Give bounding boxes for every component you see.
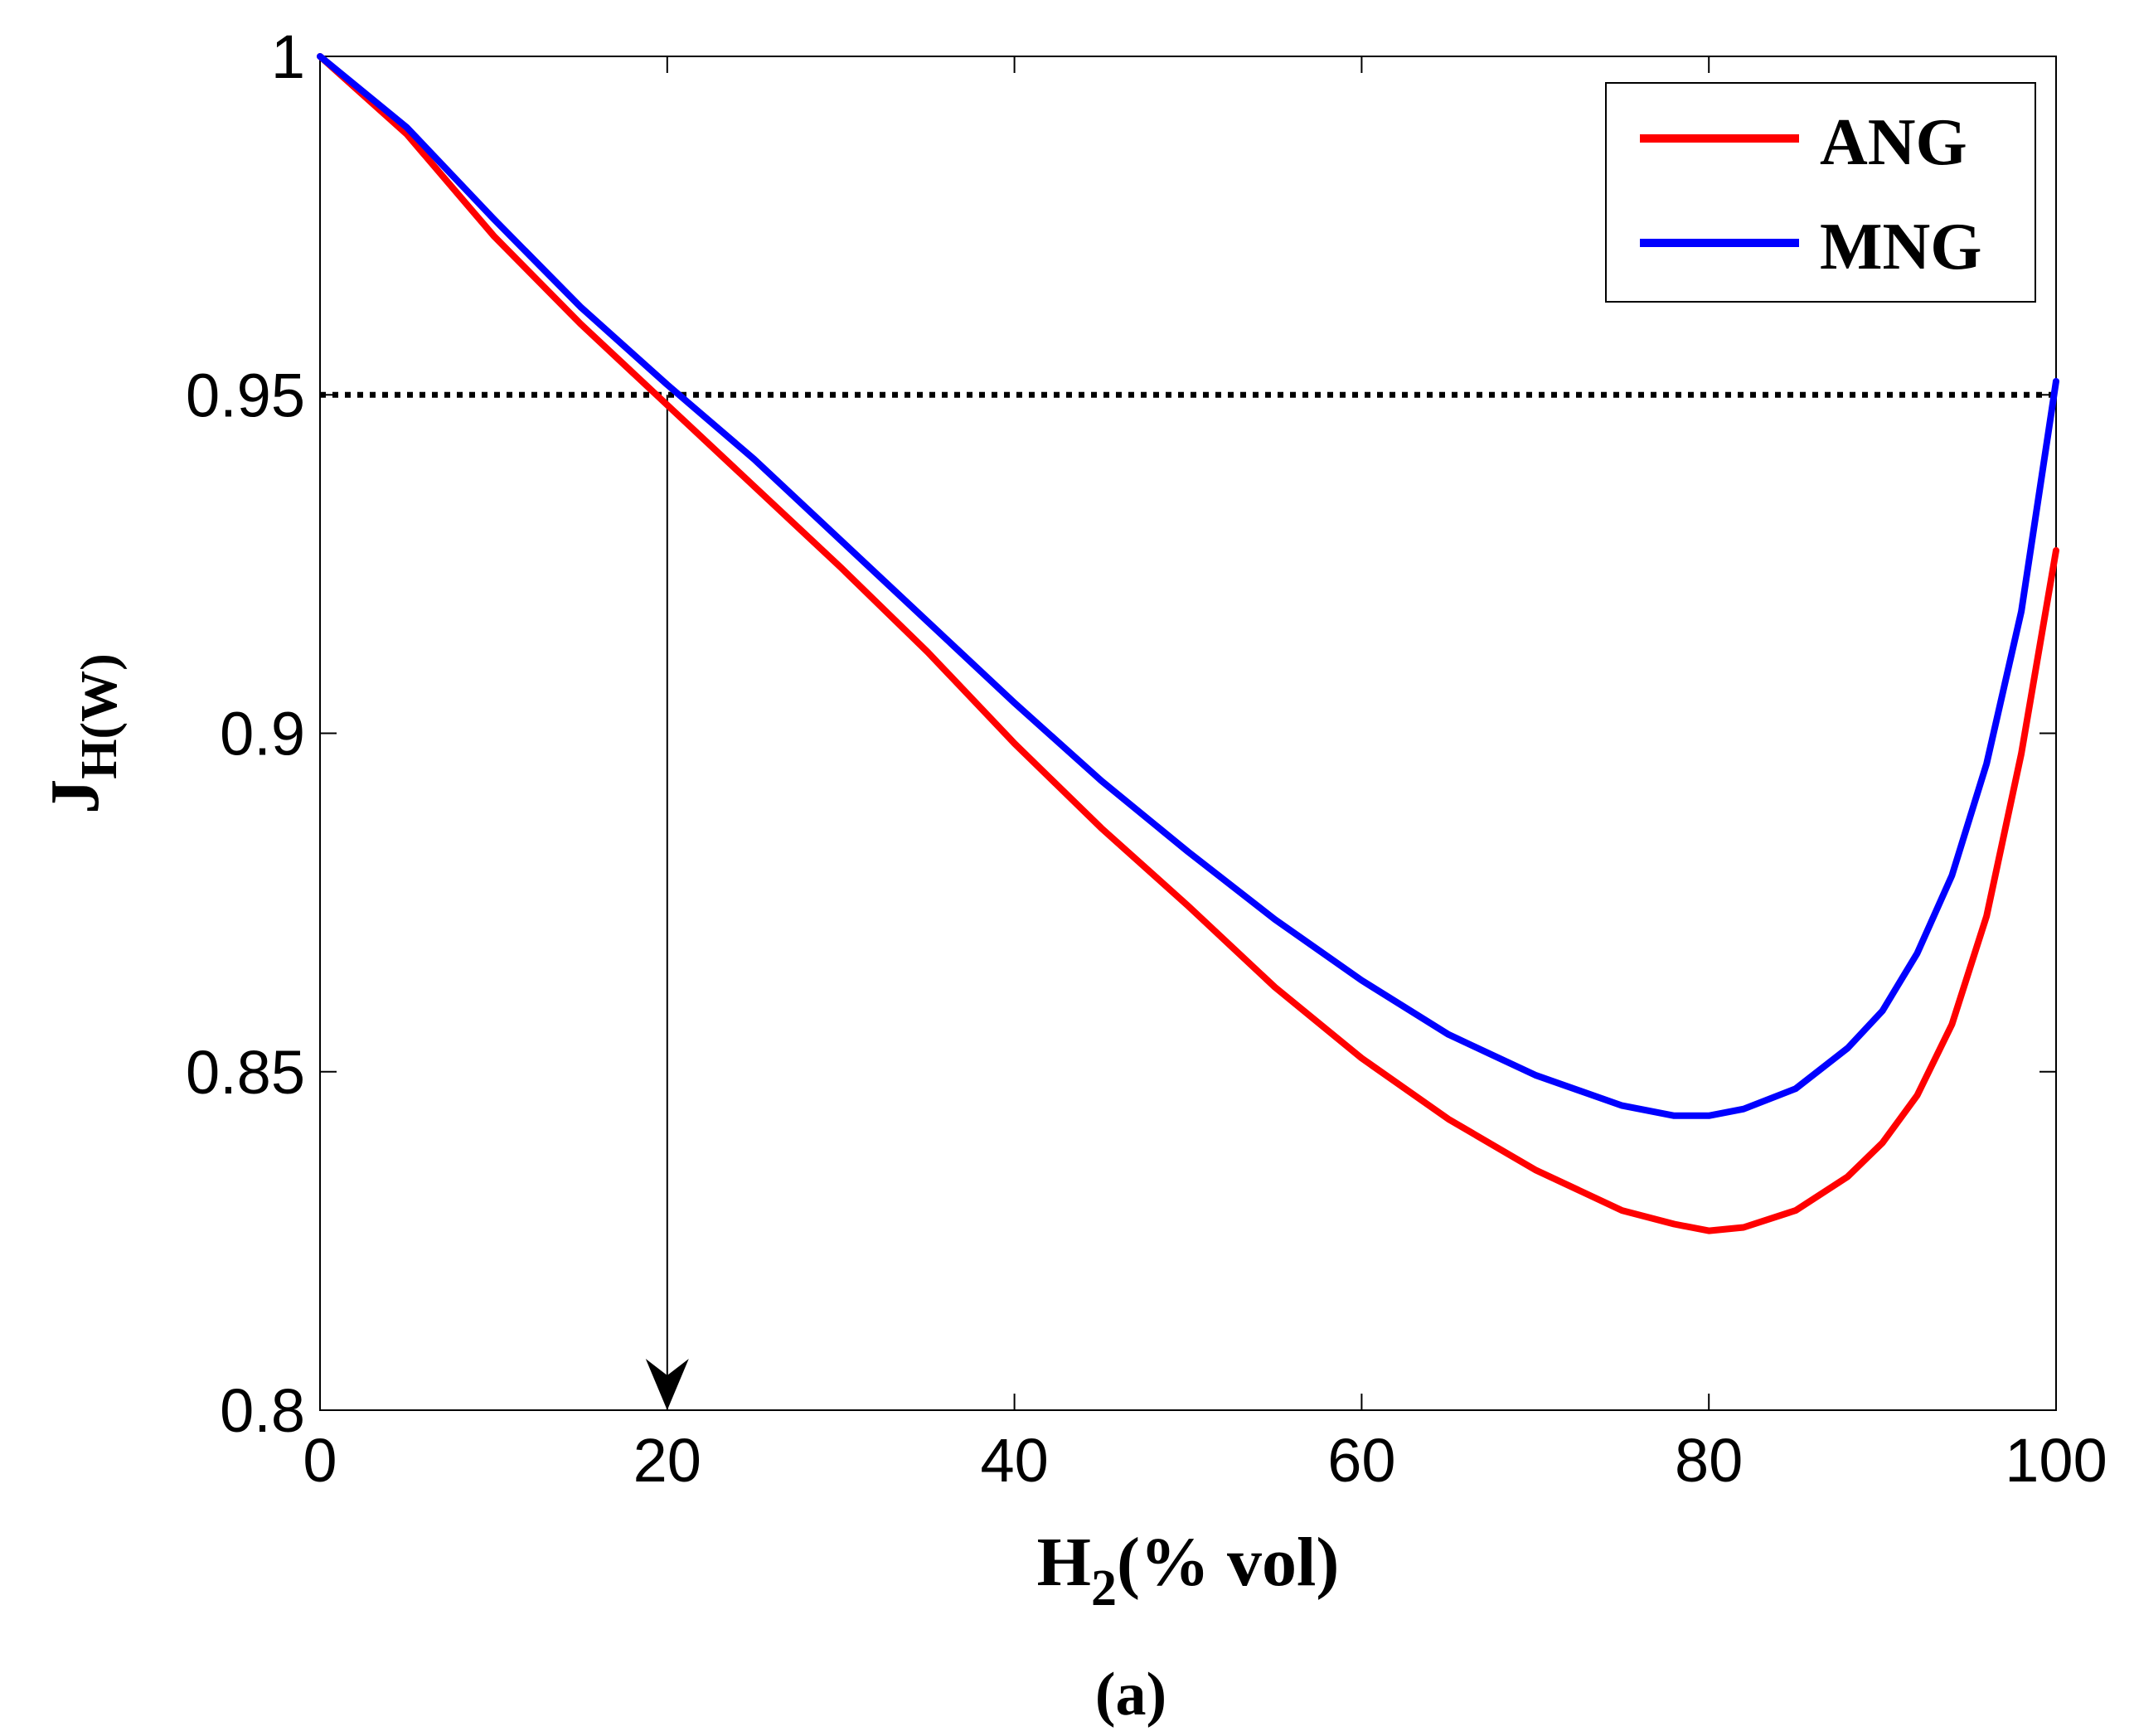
x-axis-label: H2(% vol) bbox=[1037, 1524, 1340, 1617]
x-tick-label: 60 bbox=[1327, 1426, 1395, 1495]
y-tick-label: 1 bbox=[271, 22, 305, 91]
series-group bbox=[317, 53, 2059, 1234]
x-axis-label-rest: (% vol) bbox=[1117, 1524, 1339, 1601]
y-tick-label: 0.8 bbox=[220, 1376, 305, 1445]
x-tick-label: 100 bbox=[2005, 1426, 2107, 1495]
legend-label-ang: ANG bbox=[1820, 106, 1967, 179]
x-tick-label: 20 bbox=[633, 1426, 701, 1495]
y-axis-label-main: J bbox=[36, 779, 114, 814]
x-tick-label: 0 bbox=[303, 1426, 337, 1495]
x-axis-label-main: H bbox=[1037, 1524, 1091, 1601]
y-axis-label: JH(W) bbox=[36, 653, 128, 814]
y-tick-label: 0.85 bbox=[186, 1038, 305, 1107]
legend: ANG MNG bbox=[1605, 82, 2036, 303]
y-tick-labels: 0.8 0.85 0.9 0.95 1 bbox=[186, 22, 305, 1445]
legend-box bbox=[1605, 82, 2036, 303]
x-tick-label: 40 bbox=[980, 1426, 1048, 1495]
y-axis-label-sub: H(W) bbox=[71, 653, 128, 779]
figure-caption: (a) bbox=[1095, 1661, 1166, 1729]
x-tick-label: 80 bbox=[1675, 1426, 1743, 1495]
series-line-ang bbox=[317, 53, 2059, 1234]
x-axis-label-sub: 2 bbox=[1091, 1560, 1117, 1617]
y-tick-label: 0.95 bbox=[186, 361, 305, 429]
series-line-mng bbox=[317, 53, 2059, 1119]
arrowhead-down-icon bbox=[645, 1359, 689, 1410]
legend-label-mng: MNG bbox=[1820, 211, 1982, 284]
y-tick-label: 0.9 bbox=[220, 700, 305, 769]
x-tick-labels: 0 20 40 60 80 100 bbox=[303, 1426, 2107, 1495]
